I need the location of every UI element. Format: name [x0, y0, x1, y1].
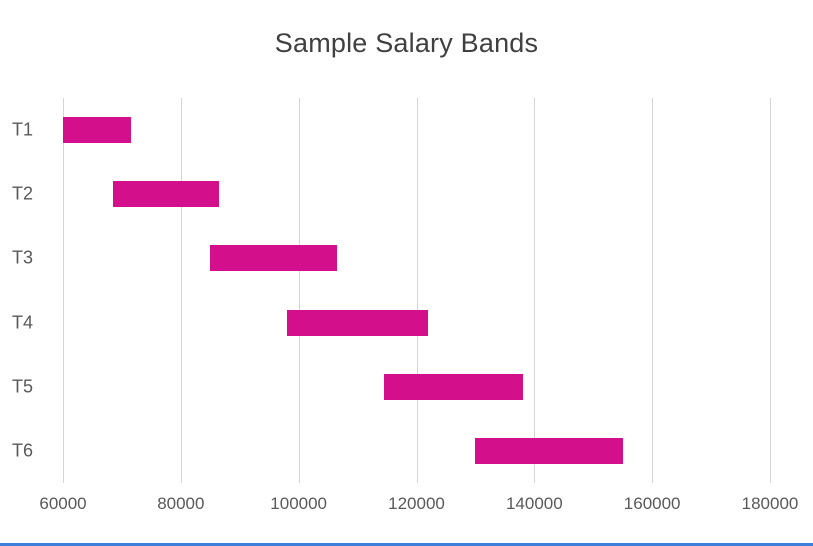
tick-label-120000: 120000	[388, 494, 445, 513]
category-label-T3: T3	[12, 247, 34, 268]
gridline-60000	[63, 98, 64, 483]
plot-area	[63, 98, 771, 483]
salary-band-bar-T6	[475, 437, 623, 464]
category-axis: T1 T2 T3 T4 T5 T6	[0, 98, 55, 483]
salary-band-bar-T5	[384, 373, 523, 400]
salary-band-bar-T4	[286, 309, 429, 336]
tick-label-160000: 160000	[623, 494, 681, 513]
chart-title: Sample Salary Bands	[274, 28, 539, 58]
gridline-180000	[770, 98, 771, 483]
gridline-140000	[534, 98, 536, 483]
category-label-T1: T1	[12, 119, 34, 140]
category-label-T5: T5	[12, 376, 34, 397]
salary-band-bar-T3	[210, 245, 337, 272]
category-label-T4: T4	[12, 312, 34, 333]
category-label-T6: T6	[12, 440, 34, 461]
gridline-120000	[416, 98, 418, 483]
tick-label-100000: 100000	[270, 494, 328, 513]
tick-label-80000: 80000	[157, 494, 205, 513]
salary-band-bar-T2	[113, 181, 220, 208]
gridline-80000	[180, 98, 182, 483]
tick-label-140000: 140000	[505, 494, 563, 513]
gridline-100000	[298, 98, 300, 483]
tick-label-180000: 180000	[741, 494, 799, 513]
bottom-border	[0, 543, 813, 546]
tick-label-60000: 60000	[39, 494, 87, 513]
value-axis: 60000 80000 100000 120000 140000 160000 180000	[39, 494, 798, 516]
category-label-T2: T2	[12, 183, 34, 204]
salary-band-bar-T1	[63, 117, 131, 144]
gridline-160000	[652, 98, 654, 483]
